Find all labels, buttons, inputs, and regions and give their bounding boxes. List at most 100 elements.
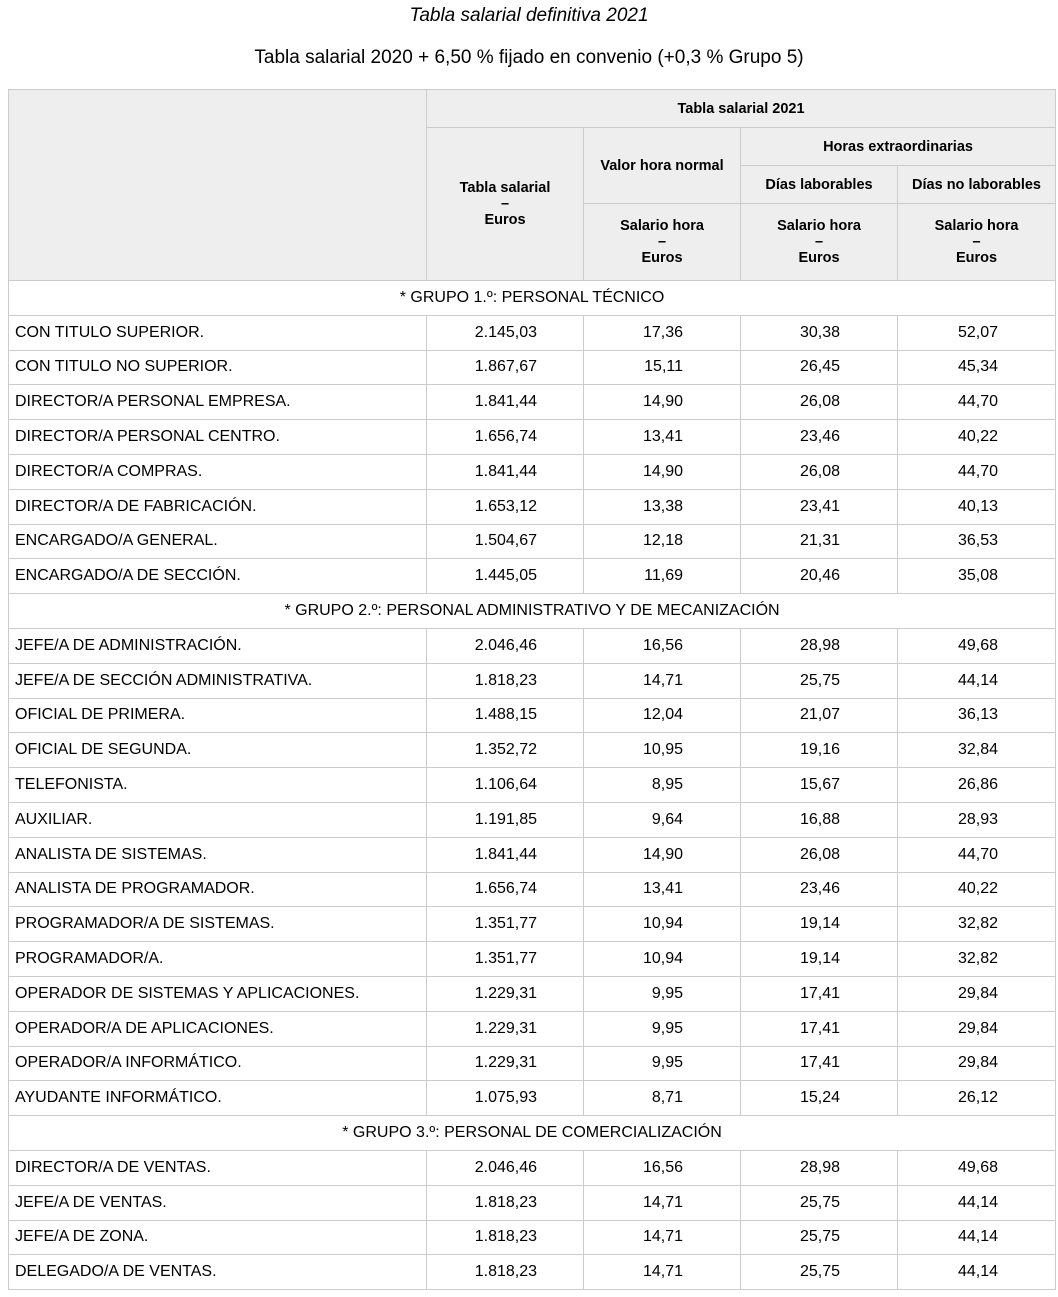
salary-cell: 1.841,44 [426, 384, 584, 421]
hour-rate-cell: 10,95 [583, 732, 741, 769]
overtime-holiday-cell: 44,70 [896, 384, 1057, 421]
header-salario-hora: Salario hora – Euros [896, 203, 1057, 281]
salary-cell: 1.656,74 [426, 871, 584, 908]
overtime-holiday-cell: 44,14 [896, 1184, 1057, 1221]
overtime-holiday-cell: 49,68 [896, 1149, 1057, 1186]
overtime-holiday-cell: 45,34 [896, 349, 1057, 386]
overtime-holiday-cell: 28,93 [896, 801, 1057, 838]
hour-rate-cell: 12,04 [583, 697, 741, 734]
salary-cell: 1.818,23 [426, 1219, 584, 1256]
overtime-holiday-cell: 44,14 [896, 662, 1057, 699]
table-row: AYUDANTE INFORMÁTICO. 1.075,93 8,71 15,24 26… [8, 1080, 1057, 1117]
table-row: OFICIAL DE PRIMERA. 1.488,15 12,04 21,07 36,… [8, 697, 1057, 734]
overtime-workday-cell: 21,31 [740, 523, 898, 560]
salary-cell: 1.352,72 [426, 732, 584, 769]
overtime-holiday-cell: 29,84 [896, 975, 1057, 1012]
table-row: JEFE/A DE SECCIÓN ADMINISTRATIVA. 1.818,2… [8, 662, 1057, 699]
table-row: JEFE/A DE VENTAS. 1.818,23 14,71 25,75 44,14 [8, 1184, 1057, 1221]
salary-cell: 2.145,03 [426, 314, 584, 351]
header-horas-extra: Horas extraordinarias [739, 127, 1057, 166]
hour-rate-cell: 14,71 [583, 1184, 741, 1221]
hour-rate-cell: 10,94 [583, 906, 741, 943]
overtime-workday-cell: 25,75 [740, 662, 898, 699]
overtime-holiday-cell: 26,86 [896, 767, 1057, 803]
overtime-holiday-cell: 52,07 [896, 314, 1057, 351]
hour-rate-cell: 14,90 [583, 384, 741, 421]
header-tabla-salarial: Tabla salarial – Euros [426, 127, 584, 281]
salary-cell: 1.488,15 [426, 697, 584, 734]
overtime-holiday-cell: 49,68 [896, 627, 1057, 664]
overtime-workday-cell: 19,14 [740, 941, 898, 977]
overtime-workday-cell: 25,75 [740, 1219, 898, 1256]
category-cell: ENCARGADO/A GENERAL. [8, 523, 427, 560]
table-row: ENCARGADO/A GENERAL. 1.504,67 12,18 21,31 36… [8, 523, 1057, 560]
category-cell: AYUDANTE INFORMÁTICO. [8, 1080, 427, 1117]
empty-header-cell [8, 89, 427, 281]
header-year: Tabla salarial 2021 [425, 89, 1057, 128]
overtime-workday-cell: 28,98 [740, 627, 898, 664]
overtime-workday-cell: 30,38 [740, 314, 898, 351]
overtime-holiday-cell: 29,84 [896, 1010, 1057, 1047]
overtime-workday-cell: 19,16 [740, 732, 898, 769]
table-row: OPERADOR/A INFORMÁTICO. 1.229,31 9,95 17,41… [8, 1045, 1057, 1082]
salary-cell: 1.229,31 [426, 1010, 584, 1047]
hour-rate-cell: 9,95 [583, 1010, 741, 1047]
overtime-holiday-cell: 32,82 [896, 941, 1057, 977]
table-row: TELEFONISTA. 1.106,64 8,95 15,67 26,86 [8, 767, 1057, 803]
group-row: * GRUPO 2.º: PERSONAL ADMINISTRATIVO Y D… [7, 593, 1057, 629]
category-cell: DIRECTOR/A DE FABRICACIÓN. [8, 488, 427, 525]
table-row: ANALISTA DE PROGRAMADOR. 1.656,74 13,41 23,… [8, 871, 1057, 908]
overtime-workday-cell: 17,41 [740, 1010, 898, 1047]
overtime-workday-cell: 25,75 [740, 1184, 898, 1221]
overtime-workday-cell: 15,67 [740, 767, 898, 803]
category-cell: JEFE/A DE VENTAS. [8, 1184, 427, 1221]
salary-cell: 1.656,74 [426, 419, 584, 455]
group-title: * GRUPO 3.º: PERSONAL DE COMERCIALIZACIÓ… [7, 1115, 1057, 1151]
salary-cell: 1.229,31 [426, 1045, 584, 1082]
category-cell: DIRECTOR/A PERSONAL EMPRESA. [8, 384, 427, 421]
hour-rate-cell: 13,38 [583, 488, 741, 525]
category-cell: DIRECTOR/A PERSONAL CENTRO. [8, 419, 427, 455]
category-cell: CON TITULO SUPERIOR. [8, 314, 427, 351]
salary-cell: 1.351,77 [426, 906, 584, 943]
category-cell: ANALISTA DE SISTEMAS. [8, 836, 427, 873]
table-row: DIRECTOR/A PERSONAL EMPRESA. 1.841,44 14,9… [8, 384, 1057, 421]
hour-rate-cell: 14,71 [583, 1219, 741, 1256]
hour-rate-cell: 14,71 [583, 662, 741, 699]
salary-table: Tabla salarial 2021 Tabla salarial – Euros… [7, 89, 1057, 1291]
category-cell: OPERADOR/A DE APLICACIONES. [8, 1010, 427, 1047]
overtime-workday-cell: 17,41 [740, 975, 898, 1012]
header-salario-hora: Salario hora – Euros [740, 203, 898, 281]
salary-cell: 1.445,05 [426, 558, 584, 595]
table-row: ANALISTA DE SISTEMAS. 1.841,44 14,90 26,08 4… [8, 836, 1057, 873]
category-cell: JEFE/A DE SECCIÓN ADMINISTRATIVA. [8, 662, 427, 699]
overtime-workday-cell: 23,46 [740, 419, 898, 455]
header-dias-no-laborables: Días no laborables [896, 165, 1057, 204]
overtime-holiday-cell: 26,12 [896, 1080, 1057, 1117]
category-cell: AUXILIAR. [8, 801, 427, 838]
category-cell: DIRECTOR/A DE VENTAS. [8, 1149, 427, 1186]
table-row: JEFE/A DE ZONA. 1.818,23 14,71 25,75 44,14 [8, 1219, 1057, 1256]
hour-rate-cell: 13,41 [583, 419, 741, 455]
overtime-workday-cell: 26,08 [740, 384, 898, 421]
category-cell: CON TITULO NO SUPERIOR. [8, 349, 427, 386]
hour-rate-cell: 14,71 [583, 1254, 741, 1291]
table-row: ENCARGADO/A DE SECCIÓN. 1.445,05 11,69 20,4… [8, 558, 1057, 595]
table-row: OFICIAL DE SEGUNDA. 1.352,72 10,95 19,16 32,… [8, 732, 1057, 769]
overtime-workday-cell: 23,41 [740, 488, 898, 525]
overtime-workday-cell: 25,75 [740, 1254, 898, 1291]
hour-rate-cell: 12,18 [583, 523, 741, 560]
overtime-holiday-cell: 32,84 [896, 732, 1057, 769]
document-title: Tabla salarial definitiva 2021 [409, 5, 649, 26]
overtime-workday-cell: 19,14 [740, 906, 898, 943]
category-cell: OPERADOR/A INFORMÁTICO. [8, 1045, 427, 1082]
category-cell: JEFE/A DE ZONA. [8, 1219, 427, 1256]
overtime-holiday-cell: 40,22 [896, 419, 1057, 455]
category-cell: OPERADOR DE SISTEMAS Y APLICACIONES. [8, 975, 427, 1012]
category-cell: ENCARGADO/A DE SECCIÓN. [8, 558, 427, 595]
category-cell: DELEGADO/A DE VENTAS. [8, 1254, 427, 1291]
overtime-holiday-cell: 44,70 [896, 453, 1057, 490]
salary-cell: 1.075,93 [426, 1080, 584, 1117]
salary-cell: 1.841,44 [426, 836, 584, 873]
table-row: DELEGADO/A DE VENTAS. 1.818,23 14,71 25,75 4… [8, 1254, 1057, 1291]
